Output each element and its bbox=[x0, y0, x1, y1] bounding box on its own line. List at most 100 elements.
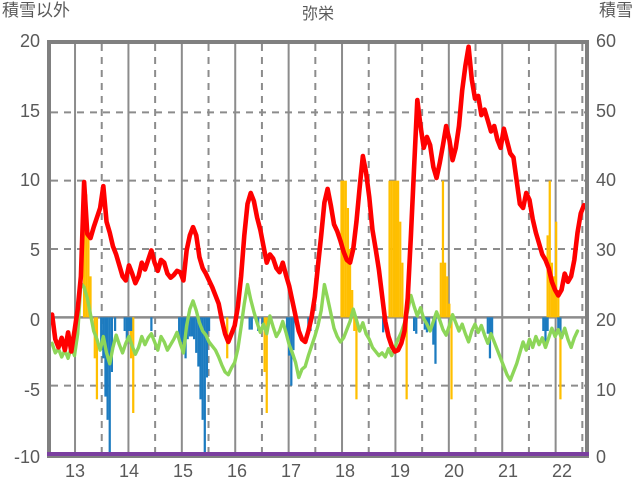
left-tick-0: 0 bbox=[29, 310, 40, 330]
blue-bar bbox=[285, 317, 289, 337]
blue-bar bbox=[197, 317, 200, 367]
x-tick-17: 17 bbox=[280, 461, 302, 481]
blue-bar bbox=[427, 317, 431, 330]
x-tick-20: 20 bbox=[443, 461, 465, 481]
snow-bar bbox=[353, 317, 356, 331]
snow-bar bbox=[85, 194, 88, 318]
purple-baseline-line bbox=[47, 452, 589, 456]
blue-bar bbox=[546, 317, 549, 331]
snow-bar bbox=[388, 180, 391, 318]
snow-bar bbox=[390, 180, 393, 318]
blue-bar bbox=[203, 317, 206, 454]
x-tick-16: 16 bbox=[226, 461, 248, 481]
red-line bbox=[51, 44, 585, 354]
blue-bar bbox=[188, 317, 191, 337]
blue-bar bbox=[125, 317, 128, 340]
blue-bar bbox=[150, 317, 153, 331]
blue-bar bbox=[113, 317, 117, 331]
right-tick-40: 40 bbox=[596, 170, 617, 190]
snow-bar bbox=[448, 303, 451, 318]
blue-bar bbox=[108, 317, 111, 454]
snow-bar bbox=[394, 180, 398, 318]
blue-bar bbox=[178, 317, 181, 340]
snow-bar bbox=[548, 180, 551, 318]
right-tick-60: 60 bbox=[596, 31, 617, 51]
blue-bar bbox=[557, 317, 560, 331]
snow-bar bbox=[552, 276, 556, 318]
plot-inner bbox=[51, 44, 585, 454]
blue-bar bbox=[100, 317, 103, 348]
snow-bar bbox=[392, 180, 395, 318]
blue-bar bbox=[199, 317, 202, 400]
blue-bar bbox=[180, 317, 183, 342]
left-axis-title: 積雪以外 bbox=[2, 1, 70, 20]
snow-bar bbox=[439, 262, 442, 318]
x-tick-21: 21 bbox=[497, 461, 519, 481]
blue-bar bbox=[201, 317, 204, 420]
snow-bar bbox=[550, 262, 554, 318]
snow-bar bbox=[95, 317, 99, 400]
snow-bar bbox=[87, 235, 90, 318]
snow-bar bbox=[399, 221, 402, 318]
blue-bar bbox=[248, 317, 251, 330]
blue-bar bbox=[542, 317, 545, 331]
snow-bar bbox=[555, 221, 558, 318]
right-tick-30: 30 bbox=[596, 240, 617, 260]
left-tick-n5: -5 bbox=[23, 380, 40, 400]
snow-bar bbox=[344, 180, 347, 318]
blue-bar bbox=[559, 317, 562, 334]
snow-bar bbox=[396, 180, 400, 318]
blue-bar bbox=[415, 317, 418, 334]
x-tick-14: 14 bbox=[118, 461, 140, 481]
snow-bar bbox=[546, 235, 549, 318]
blue-bar bbox=[544, 317, 547, 345]
x-tick-18: 18 bbox=[334, 461, 356, 481]
left-tick-10: 10 bbox=[19, 170, 40, 190]
blue-bar bbox=[207, 317, 211, 331]
blue-bar bbox=[205, 317, 209, 378]
blue-bar bbox=[182, 317, 185, 351]
x-tick-22: 22 bbox=[551, 461, 573, 481]
right-tick-0: 0 bbox=[596, 447, 607, 467]
blue-bar bbox=[127, 317, 131, 331]
snow-bar bbox=[401, 262, 404, 318]
blue-bar bbox=[412, 317, 416, 331]
blue-bar bbox=[192, 317, 196, 340]
snow-bar bbox=[351, 290, 354, 318]
blue-bar bbox=[129, 317, 133, 331]
blue-bar bbox=[195, 317, 198, 353]
x-tick-19: 19 bbox=[389, 461, 411, 481]
blue-bar bbox=[432, 317, 435, 345]
blue-bar bbox=[288, 317, 291, 356]
right-tick-50: 50 bbox=[596, 101, 617, 121]
left-tick-n10: -10 bbox=[13, 447, 40, 467]
x-tick-15: 15 bbox=[172, 461, 194, 481]
left-tick-5: 5 bbox=[29, 240, 40, 260]
snow-bar bbox=[355, 317, 358, 400]
snow-bar bbox=[446, 276, 449, 318]
blue-bar bbox=[382, 317, 385, 333]
right-tick-10: 10 bbox=[596, 380, 617, 400]
plot-area bbox=[47, 40, 589, 458]
snow-bar bbox=[559, 317, 562, 400]
left-tick-20: 20 bbox=[19, 31, 40, 51]
blue-bar bbox=[104, 317, 107, 397]
blue-bar bbox=[292, 317, 295, 351]
blue-bar bbox=[250, 317, 253, 330]
blue-bar bbox=[434, 317, 437, 364]
green-line bbox=[51, 281, 580, 382]
left-tick-15: 15 bbox=[19, 101, 40, 121]
x-tick-13: 13 bbox=[64, 461, 86, 481]
snow-bar bbox=[348, 249, 352, 318]
snow-bar bbox=[443, 262, 447, 318]
snow-bar bbox=[265, 317, 268, 413]
snow-bar bbox=[450, 317, 453, 400]
chart-title: 弥栄 bbox=[301, 6, 334, 23]
right-axis-title: 積雪 bbox=[599, 1, 633, 20]
snow-bar bbox=[263, 317, 266, 372]
snow-bar bbox=[89, 276, 92, 318]
right-tick-20: 20 bbox=[596, 310, 617, 330]
blue-bar bbox=[110, 317, 113, 372]
blue-bar bbox=[490, 317, 494, 337]
